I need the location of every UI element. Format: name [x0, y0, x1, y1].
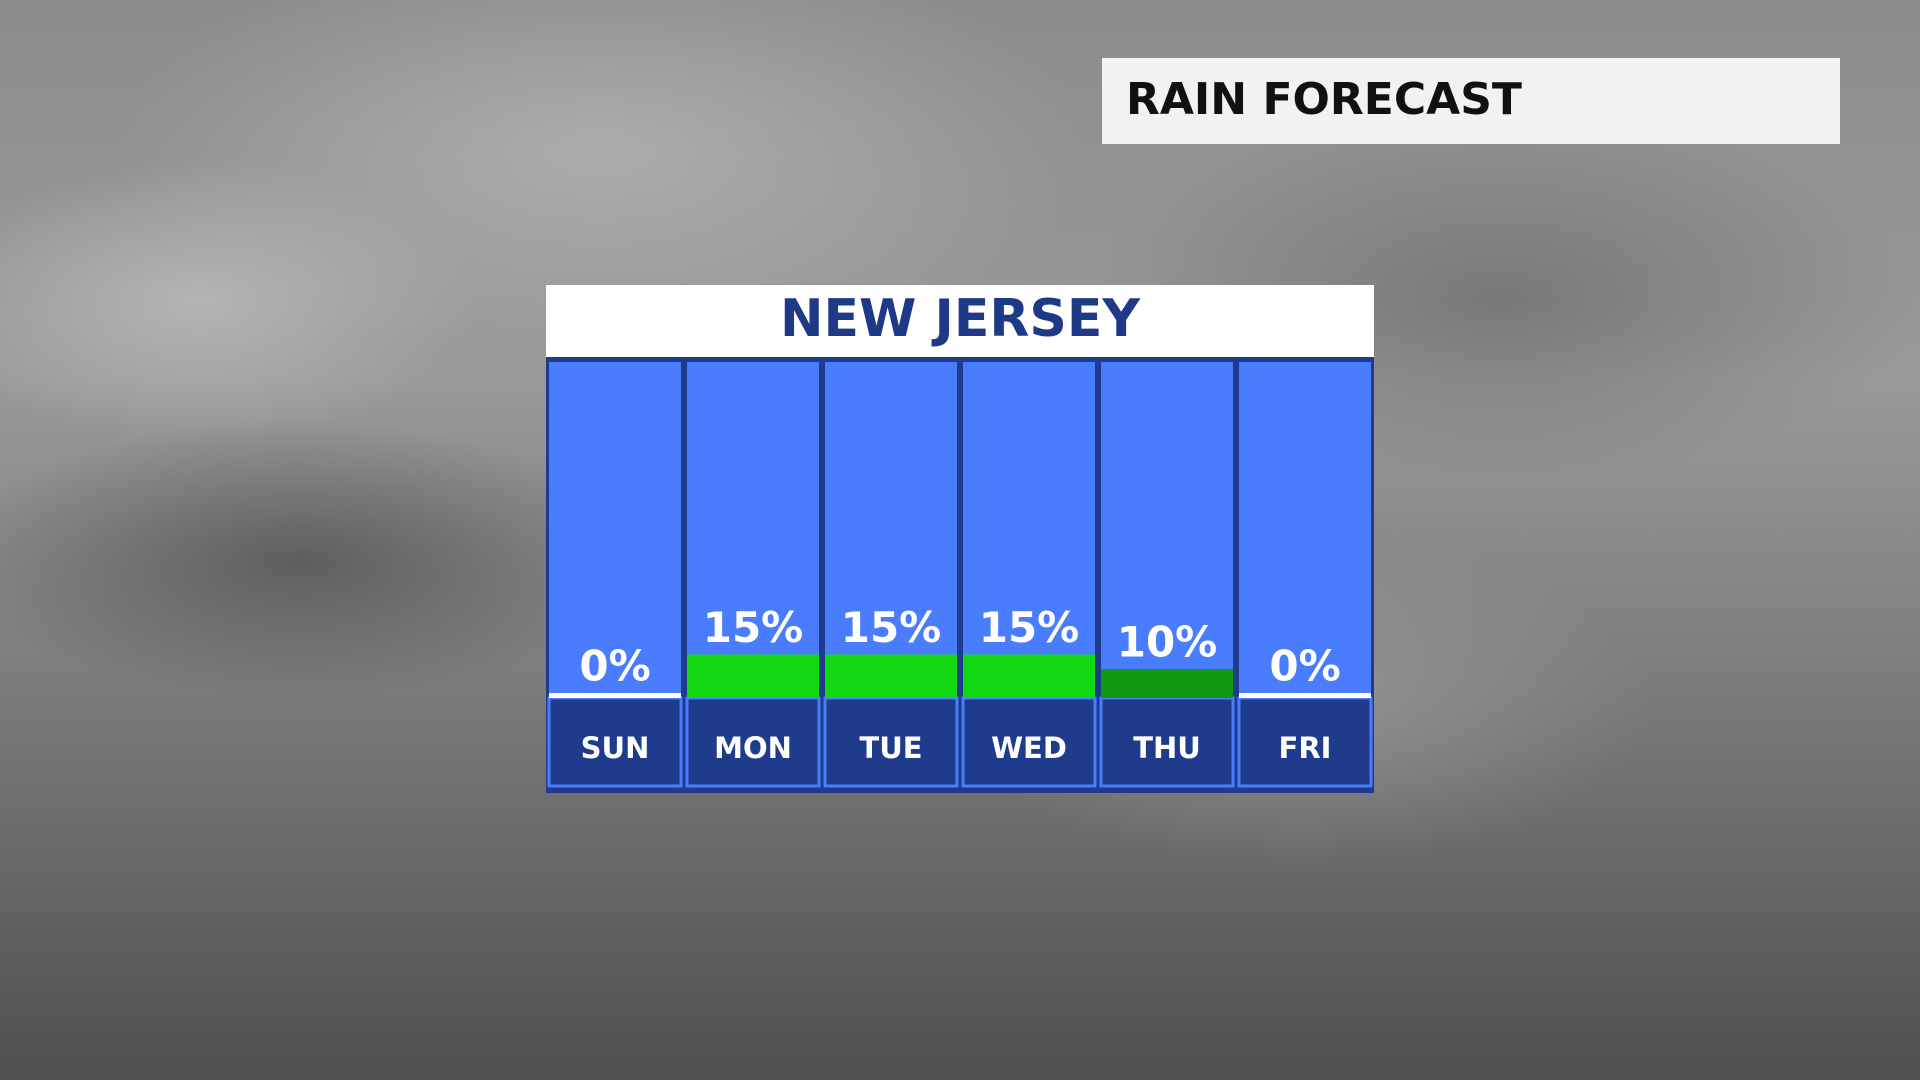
column: [1101, 362, 1233, 698]
day-label: SUN: [581, 731, 650, 765]
bar: [1101, 669, 1233, 698]
column: [549, 362, 681, 698]
chart-title: NEW JERSEY: [780, 289, 1141, 349]
value-label: 15%: [703, 603, 804, 652]
value-label: 0%: [579, 642, 650, 691]
column: [825, 362, 957, 698]
column: [687, 362, 819, 698]
bar: [687, 654, 819, 698]
bar: [1239, 693, 1371, 698]
bar: [963, 654, 1095, 698]
column: [1239, 362, 1371, 698]
value-label: 15%: [841, 603, 942, 652]
day-box: [1237, 696, 1373, 788]
value-label: 0%: [1269, 642, 1340, 691]
day-label: MON: [714, 731, 792, 765]
chart-panel: [546, 357, 1374, 793]
page-title: RAIN FORECAST: [1126, 74, 1522, 125]
column: [963, 362, 1095, 698]
day-label: FRI: [1279, 731, 1332, 765]
value-label: 15%: [979, 603, 1080, 652]
day-label: WED: [991, 731, 1067, 765]
title-box: [1102, 58, 1840, 144]
bar: [825, 654, 957, 698]
day-box: [547, 696, 683, 788]
day-label: TUE: [859, 731, 922, 765]
day-label: THU: [1133, 731, 1201, 765]
bar: [549, 693, 681, 698]
value-label: 10%: [1117, 618, 1218, 667]
chart-header: [546, 285, 1374, 357]
